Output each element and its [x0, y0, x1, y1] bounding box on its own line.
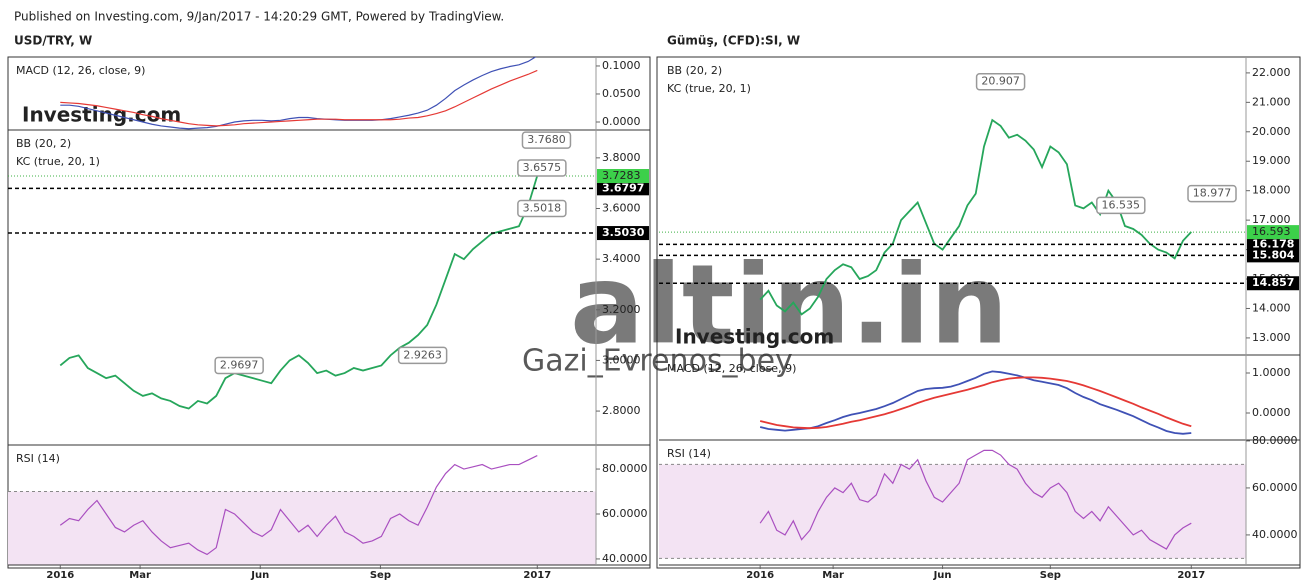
price-label: 16.593 [1252, 225, 1291, 238]
series-line [759, 449, 1192, 550]
watermark-text: Gazi_Evrenos_bey [522, 344, 793, 379]
y-tick-label: 22.000 [1252, 66, 1291, 79]
left-frame [7, 56, 651, 569]
watermark-logo: altin.in [570, 240, 1008, 368]
y-tick-label: 40.0000 [602, 552, 648, 565]
panel-title: RSI (14) [667, 447, 711, 460]
logo: Investing.com [675, 325, 834, 349]
level-label: 15.804 [1252, 248, 1295, 261]
annotation-box [1187, 184, 1237, 203]
rsi-band [8, 491, 596, 565]
x-tick-label: Jun [933, 570, 952, 581]
x-tick-label: 2016 [46, 570, 74, 581]
annotation: 16.535 [1102, 198, 1141, 211]
level-label: 16.178 [1252, 237, 1294, 250]
level-tag [597, 226, 649, 241]
y-tick-label: 17.000 [1252, 213, 1291, 226]
plot [659, 449, 1246, 559]
x-tick-label: Jun [250, 570, 269, 581]
y-tick-label: 80.0000 [602, 462, 648, 475]
series-line [759, 370, 1192, 435]
header: Published on Investing.com, 9/Jan/2017 -… [14, 10, 504, 24]
annotation-box [517, 159, 567, 177]
price-tag [1247, 225, 1299, 240]
y-tick-label: 1.0000 [1252, 366, 1291, 379]
annotation-box [397, 346, 448, 365]
x-tick-label: 2017 [523, 570, 551, 581]
y-tick-label: 40.0000 [1252, 528, 1298, 541]
y-tick-label: 20.000 [1252, 125, 1291, 138]
annotation: 3.5018 [523, 201, 562, 214]
y-tick-label: 0.0500 [602, 87, 641, 100]
x-tick-label: 2017 [1177, 570, 1205, 581]
rsi-band [659, 464, 1246, 559]
plot [60, 57, 538, 130]
series-line [59, 175, 539, 410]
x-tick-label: Mar [129, 570, 151, 581]
series-line [59, 455, 538, 556]
annotation-box [214, 356, 264, 375]
annotation: 18.977 [1193, 187, 1232, 200]
price-tag [597, 169, 649, 184]
y-tick-label: 13.000 [1252, 331, 1291, 344]
series-line [759, 376, 1192, 430]
y-tick-label: 0.1000 [602, 59, 641, 72]
plot [759, 370, 1192, 435]
y-tick-label: 14.000 [1252, 301, 1291, 314]
y-tick-label: 3.4000 [602, 252, 641, 265]
y-tick-label: 3.2000 [602, 303, 641, 316]
y-tick-label: 3.6000 [602, 201, 641, 214]
annotation: 3.7680 [527, 133, 566, 146]
x-tick-label: 2016 [746, 570, 774, 581]
y-tick-label: 21.000 [1252, 95, 1291, 108]
annotation: 20.907 [981, 75, 1020, 88]
right-frame [656, 56, 1301, 569]
panel-subtitle: KC (true, 20, 1) [667, 82, 751, 95]
annotation-box [521, 131, 572, 149]
left-title: USD/TRY, W [14, 34, 92, 48]
level-tag [597, 181, 649, 196]
panel-title: BB (20, 2) [667, 64, 722, 77]
annotation-box [517, 199, 567, 218]
price-label: 3.7283 [602, 169, 641, 182]
level-label: 14.857 [1252, 276, 1294, 289]
plot [8, 455, 596, 565]
panel-title: RSI (14) [16, 452, 60, 465]
panel-title: MACD (12, 26, close, 9) [667, 362, 796, 375]
y-tick-label: 3.0000 [602, 353, 641, 366]
y-tick-label: 60.0000 [602, 507, 648, 520]
y-tick-label: 2.8000 [602, 404, 641, 417]
y-tick-label: 60.0000 [1252, 481, 1298, 494]
level-label: 3.5030 [602, 226, 645, 239]
level-tag [1247, 276, 1299, 291]
y-tick-label: 0.0000 [1252, 406, 1291, 419]
y-tick-label: 19.000 [1252, 154, 1291, 167]
y-tick-label: 18.000 [1252, 184, 1291, 197]
right-title: Gümüş, (CFD):SI, W [667, 34, 800, 48]
level-tag [1247, 237, 1299, 252]
panel-title: BB (20, 2) [16, 137, 71, 150]
panel-subtitle: KC (true, 20, 1) [16, 155, 100, 168]
series-line [60, 57, 537, 130]
annotation: 3.6575 [523, 161, 562, 174]
panel-title: MACD (12, 26, close, 9) [16, 64, 145, 77]
annotation-box [975, 72, 1026, 91]
x-tick-label: Sep [1040, 570, 1061, 581]
y-tick-label: 0.0000 [602, 115, 641, 128]
annotation: 2.9697 [220, 358, 259, 371]
level-tag [1247, 248, 1299, 263]
level-label: 3.6797 [602, 181, 644, 194]
annotation: 2.9263 [403, 348, 442, 361]
y-tick-label: 3.8000 [602, 151, 641, 164]
annotation-box [1096, 196, 1146, 215]
x-tick-label: Mar [822, 570, 844, 581]
x-tick-label: Sep [370, 570, 391, 581]
y-tick-label: 80.0000 [1252, 434, 1298, 447]
plot [59, 175, 539, 410]
series-line [60, 69, 538, 127]
